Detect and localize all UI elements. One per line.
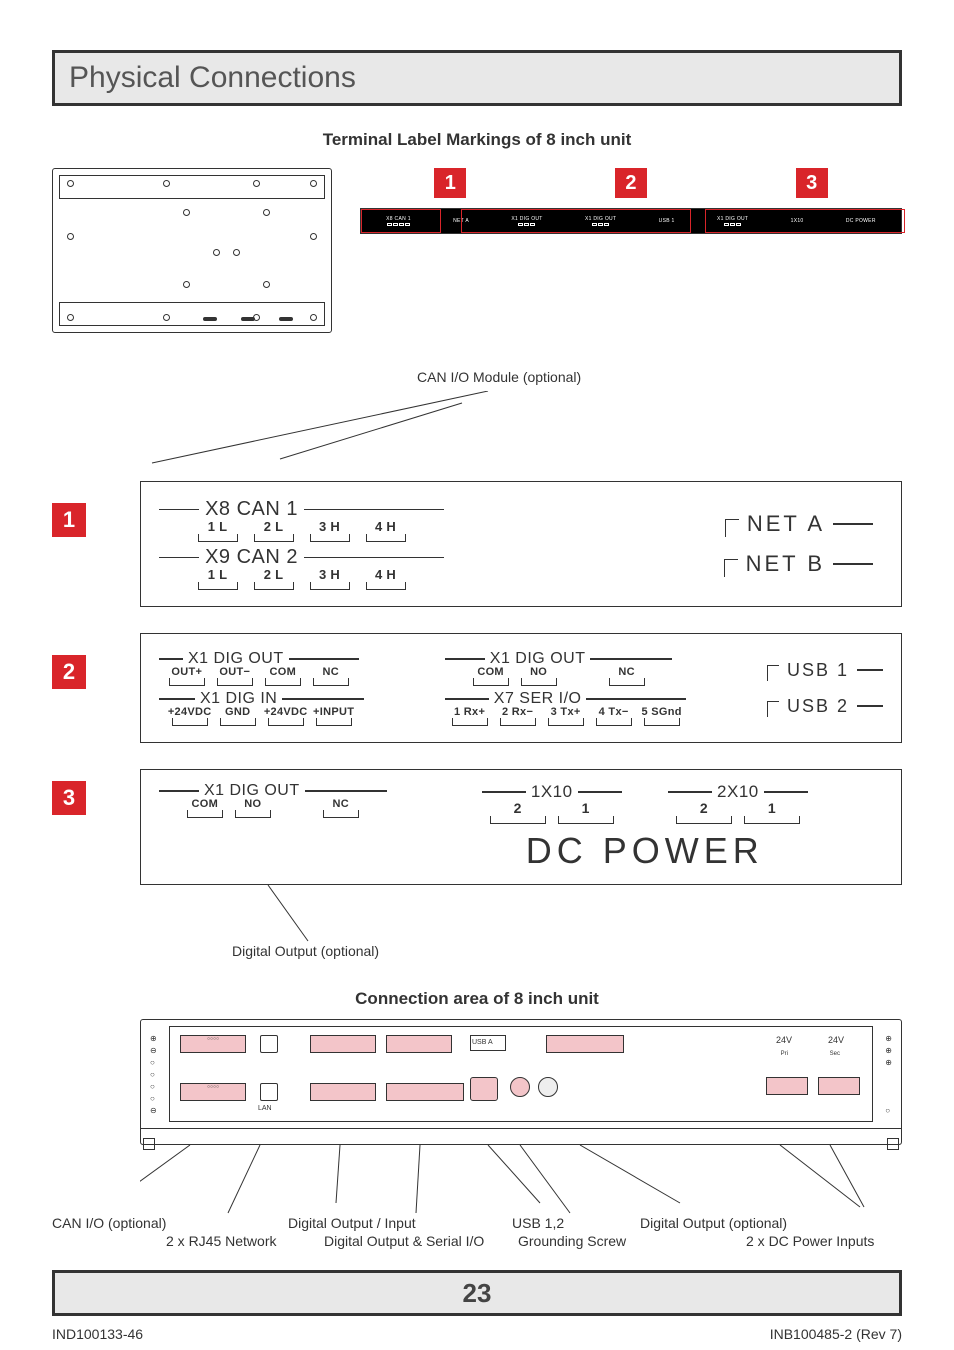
device-sketch bbox=[52, 168, 332, 333]
page-number: 23 bbox=[463, 1278, 492, 1309]
lbl-dio: Digital Output / Input bbox=[288, 1215, 416, 1231]
conn-dio-a bbox=[310, 1035, 376, 1053]
doc-id-right: INB100485-2 (Rev 7) bbox=[770, 1326, 902, 1342]
label-strip-column: 1 2 3 X8 CAN 1 NET A X1 DIG OUT X1 DIG O… bbox=[360, 168, 902, 234]
x1-digout-sec3: X1 DIG OUT COM NO NC bbox=[159, 782, 387, 818]
title-bar: Physical Connections bbox=[52, 50, 902, 106]
x9-can2-title: X9 CAN 2 bbox=[205, 546, 298, 569]
section-1: 1 X8 CAN 1 1 L 2 L 3 H 4 H X9 CAN 2 bbox=[52, 481, 902, 607]
lan-label: LAN bbox=[258, 1105, 272, 1112]
dig-output-note: Digital Output (optional) bbox=[232, 943, 902, 959]
section-marker-3: 3 bbox=[52, 781, 86, 815]
marker-row: 1 2 3 bbox=[360, 168, 902, 198]
lbl-gnd: Grounding Screw bbox=[518, 1233, 626, 1249]
label-strip: X8 CAN 1 NET A X1 DIG OUT X1 DIG OUT USB… bbox=[360, 208, 902, 234]
conn-dc-b bbox=[818, 1077, 860, 1095]
conn-doser-a bbox=[386, 1035, 452, 1053]
conn-can1: ○○○○ bbox=[180, 1035, 246, 1053]
conn-doser-b bbox=[386, 1083, 464, 1101]
net-a: NET A bbox=[725, 511, 873, 537]
lbl-dc: 2 x DC Power Inputs bbox=[746, 1233, 874, 1249]
usb-2: USB 2 bbox=[767, 695, 883, 717]
conn-can2: ○○○○ bbox=[180, 1083, 246, 1101]
connection-leaders bbox=[140, 1145, 910, 1215]
conn-dc-a bbox=[766, 1077, 808, 1095]
top-row: 1 2 3 X8 CAN 1 NET A X1 DIG OUT X1 DIG O… bbox=[52, 168, 902, 333]
conn-screw-2 bbox=[538, 1077, 558, 1097]
section-marker-2: 2 bbox=[52, 655, 86, 689]
section-3: 3 X1 DIG OUT COM NO NC 1X10 2 1 2 bbox=[52, 769, 902, 885]
x9-can2-block: X9 CAN 2 1 L 2 L 3 H 4 H bbox=[159, 546, 444, 590]
conn-dio-b bbox=[310, 1083, 376, 1101]
marker-3: 3 bbox=[796, 168, 828, 198]
lbl-doopt: Digital Output (optional) bbox=[640, 1215, 787, 1231]
page-footer: 23 bbox=[52, 1270, 902, 1316]
lbl-doser: Digital Output & Serial I/O bbox=[324, 1233, 484, 1249]
subtitle-connection: Connection area of 8 inch unit bbox=[52, 989, 902, 1009]
lbl-rj45: 2 x RJ45 Network bbox=[166, 1233, 276, 1249]
doc-id-left: IND100133-46 bbox=[52, 1326, 143, 1342]
conn-usb-b bbox=[470, 1077, 498, 1101]
marker-1: 1 bbox=[434, 168, 466, 198]
x1-digin: X1 DIG IN +24VDC GND +24VDC +INPUT bbox=[159, 690, 364, 726]
x8-can1-block: X8 CAN 1 1 L 2 L 3 H 4 H bbox=[159, 498, 444, 542]
1x10-block: 1X10 2 1 bbox=[482, 782, 622, 824]
leader-line-can bbox=[52, 391, 902, 471]
can-io-note: CAN I/O Module (optional) bbox=[417, 369, 902, 385]
v24-b: 24V bbox=[828, 1035, 844, 1045]
x1-digout-a: X1 DIG OUT OUT+ OUT− COM NC bbox=[159, 650, 359, 686]
dc-power-label: DC POWER bbox=[407, 830, 883, 872]
usb-1: USB 1 bbox=[767, 659, 883, 681]
conn-doopt bbox=[546, 1035, 624, 1053]
connection-area: ○○○○ ○○○○ LAN USB A 24V 24V Pri Sec bbox=[140, 1019, 902, 1295]
x7-ser-io: X7 SER I/O 1 Rx+ 2 Rx− 3 Tx+ 4 Tx− 5 SGn… bbox=[445, 690, 687, 726]
section-2: 2 X1 DIG OUT OUT+ OUT− COM NC X1 DIG IN bbox=[52, 633, 902, 743]
conn-rj45a bbox=[260, 1035, 278, 1053]
page-title: Physical Connections bbox=[69, 61, 885, 95]
lbl-usb: USB 1,2 bbox=[512, 1215, 564, 1231]
x8-can1-title: X8 CAN 1 bbox=[205, 498, 298, 521]
conn-gnd-screw bbox=[510, 1077, 530, 1097]
net-b: NET B bbox=[724, 551, 873, 577]
x1-digout-b: X1 DIG OUT COM NO NC bbox=[445, 650, 673, 686]
subtitle-top: Terminal Label Markings of 8 inch unit bbox=[52, 130, 902, 150]
section-marker-1: 1 bbox=[52, 503, 86, 537]
conn-rj45b bbox=[260, 1083, 278, 1101]
2x10-block: 2X10 2 1 bbox=[668, 782, 808, 824]
lbl-can: CAN I/O (optional) bbox=[52, 1215, 166, 1231]
marker-2: 2 bbox=[615, 168, 647, 198]
v24-a: 24V bbox=[776, 1035, 792, 1045]
